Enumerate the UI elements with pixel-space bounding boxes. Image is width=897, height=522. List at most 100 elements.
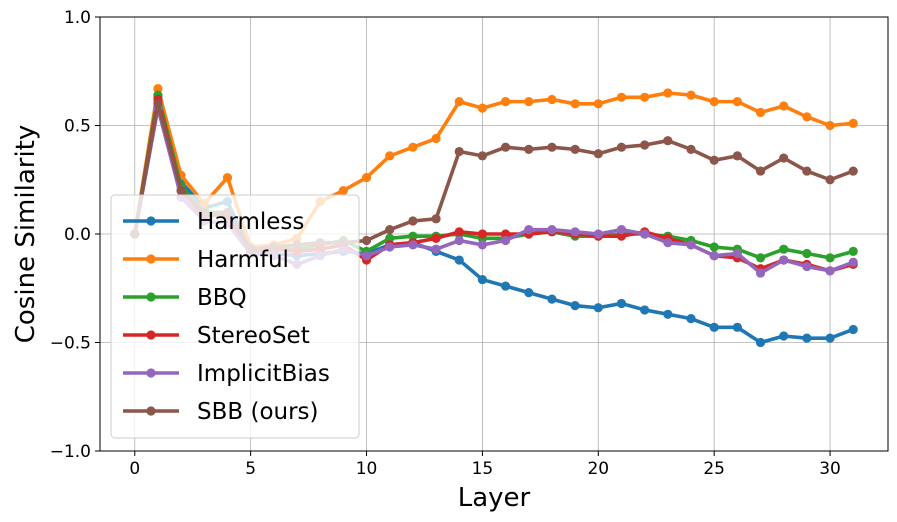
data-point [361,172,372,183]
data-point [755,337,766,348]
data-point [431,133,441,144]
legend: Harmless Harmful BBQ StereoSet ImplicitBias S… [110,194,360,439]
data-point [431,233,441,243]
data-point [640,229,650,239]
data-point [779,331,789,341]
data-point [524,225,534,235]
data-point [385,225,395,235]
data-point [593,149,603,159]
data-point [431,244,441,254]
data-point [524,97,534,107]
data-point [755,268,766,278]
data-point [385,151,395,161]
legend-label: BBQ [197,285,247,311]
data-point [477,240,488,250]
y-tick-label: −0.5 [50,334,91,354]
data-point [547,294,557,304]
data-point [500,281,511,291]
legend-item: Harmless [123,209,304,235]
data-point [570,99,580,109]
data-point [570,301,580,311]
y-tick-label: 0.5 [64,117,91,137]
data-point [848,166,858,176]
data-point [640,305,650,315]
data-point [802,248,812,259]
data-point [408,240,418,250]
data-point [500,235,511,246]
x-tick-label: 30 [819,459,841,479]
data-point [338,186,348,196]
data-point [477,274,488,285]
legend-swatch-marker [146,254,156,264]
data-point [477,229,488,239]
data-point [640,92,650,102]
data-point [686,240,696,250]
data-point [732,97,742,107]
y-tick-label: −1.0 [50,442,91,462]
legend-label: Harmless [197,209,304,235]
x-tick-label: 10 [356,459,378,479]
legend-item: Harmful [123,247,289,273]
data-point [570,144,580,154]
x-tick-label: 5 [245,459,256,479]
data-point [570,227,580,237]
axes: 0 5 10 15 20 25 30 −1.0 −0.5 0.0 0.5 1.0 [50,8,889,479]
data-point [222,172,233,183]
x-tick-label: 20 [587,459,609,479]
data-point [408,142,418,152]
data-point [732,151,742,161]
legend-item: ImplicitBias [123,361,330,387]
data-point [709,322,719,332]
data-point [500,229,511,239]
data-point [361,235,372,246]
data-point [848,246,858,256]
data-point [779,101,789,111]
legend-swatch-marker [146,368,156,378]
data-point [153,99,163,109]
data-point [825,253,835,263]
data-point [593,99,603,109]
data-point [500,97,511,107]
legend-item: StereoSet [123,323,310,349]
data-point [779,255,789,265]
data-point [732,322,742,332]
data-point [408,231,418,241]
data-point [709,242,719,252]
data-point [663,136,673,146]
data-point [477,151,488,161]
data-point [153,84,163,94]
data-point [709,97,719,107]
data-point [779,244,789,254]
x-tick-label: 25 [703,459,725,479]
legend-item: BBQ [123,285,247,311]
data-point [477,103,488,113]
data-point [825,266,835,276]
data-point [616,142,627,152]
y-tick-label: 1.0 [64,8,91,28]
data-point [454,97,464,107]
data-point [779,153,789,163]
data-point [802,166,812,176]
data-point [385,233,395,243]
data-point [755,107,766,118]
data-point [176,186,186,196]
data-point [663,309,673,319]
data-point [802,333,812,343]
legend-label: Harmful [197,247,289,273]
data-point [825,175,835,185]
data-point [732,248,742,259]
x-axis-label: Layer [458,483,531,513]
data-point [385,242,395,252]
legend-label: ImplicitBias [197,361,330,387]
data-point [802,261,812,272]
legend-swatch-marker [146,330,156,340]
data-point [686,90,696,100]
data-point [454,235,464,246]
data-point [547,94,557,105]
data-point [709,155,719,165]
data-point [524,144,534,154]
data-point [616,92,627,102]
legend-box [110,194,360,439]
data-point [547,142,557,152]
data-point [755,166,766,176]
